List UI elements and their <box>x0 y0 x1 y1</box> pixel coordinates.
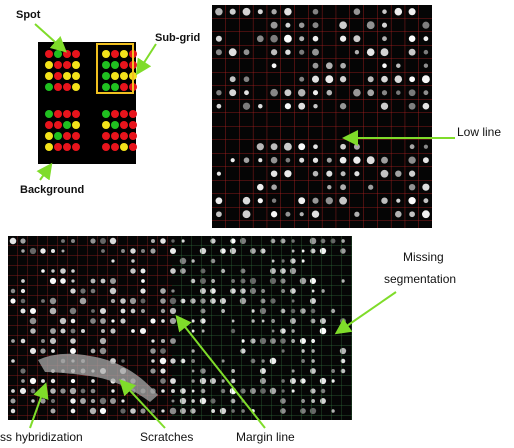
spot <box>72 132 80 140</box>
spot <box>102 50 110 58</box>
spot <box>54 121 62 129</box>
spot <box>120 132 128 140</box>
spot <box>129 143 137 151</box>
spot <box>120 83 128 91</box>
spot <box>45 132 53 140</box>
spot <box>111 61 119 69</box>
spot <box>120 61 128 69</box>
label: Low line <box>457 125 501 139</box>
microarray-top-grid <box>212 5 432 228</box>
sub-grid-outline <box>96 43 134 94</box>
spot <box>102 121 110 129</box>
spot <box>63 121 71 129</box>
schematic-background <box>38 42 136 164</box>
label: Scratches <box>140 430 193 444</box>
spot <box>120 121 128 129</box>
spot <box>120 110 128 118</box>
spot <box>102 143 110 151</box>
label: ss hybridization <box>0 430 83 444</box>
spot <box>72 83 80 91</box>
spot <box>129 132 137 140</box>
spot <box>102 132 110 140</box>
label: Missing <box>403 250 444 264</box>
arrow <box>175 314 266 429</box>
spot <box>45 121 53 129</box>
spot <box>45 61 53 69</box>
spot <box>54 132 62 140</box>
arrow <box>29 382 49 429</box>
label: Spot <box>16 9 41 21</box>
spot <box>54 61 62 69</box>
schematic-spots <box>45 50 137 151</box>
spot <box>72 121 80 129</box>
spot <box>63 132 71 140</box>
spot <box>102 61 110 69</box>
label: Margin line <box>236 430 295 444</box>
spot <box>45 110 53 118</box>
spot <box>45 143 53 151</box>
arrows <box>29 23 455 429</box>
spot <box>72 72 80 80</box>
spot <box>54 50 62 58</box>
spot <box>111 110 119 118</box>
spot <box>63 72 71 80</box>
spot <box>45 50 53 58</box>
spot <box>111 50 119 58</box>
spot <box>54 110 62 118</box>
label: segmentation <box>384 272 456 286</box>
spot <box>45 83 53 91</box>
spot <box>72 110 80 118</box>
spot <box>111 121 119 129</box>
spot <box>111 143 119 151</box>
spot <box>72 50 80 58</box>
spot <box>102 110 110 118</box>
spot <box>54 143 62 151</box>
spot <box>120 50 128 58</box>
green-grid <box>172 236 352 420</box>
label: Background <box>20 184 84 196</box>
spot <box>111 72 119 80</box>
arrow <box>34 23 67 53</box>
spot <box>63 50 71 58</box>
spot <box>120 143 128 151</box>
spot <box>54 83 62 91</box>
spot <box>120 72 128 80</box>
spot <box>54 72 62 80</box>
spot <box>102 72 110 80</box>
arrow <box>135 43 157 76</box>
arrow <box>334 291 397 335</box>
spot <box>63 143 71 151</box>
spot <box>129 121 137 129</box>
arrow <box>119 379 166 429</box>
spot <box>45 72 53 80</box>
label: Sub-grid <box>155 32 200 44</box>
spot <box>63 61 71 69</box>
spot <box>63 110 71 118</box>
spot <box>102 83 110 91</box>
scratch-region <box>38 353 158 402</box>
spot <box>63 83 71 91</box>
arrow <box>36 162 53 181</box>
spot <box>129 110 137 118</box>
spot <box>111 83 119 91</box>
spot <box>72 61 80 69</box>
spot <box>72 143 80 151</box>
spot <box>111 132 119 140</box>
